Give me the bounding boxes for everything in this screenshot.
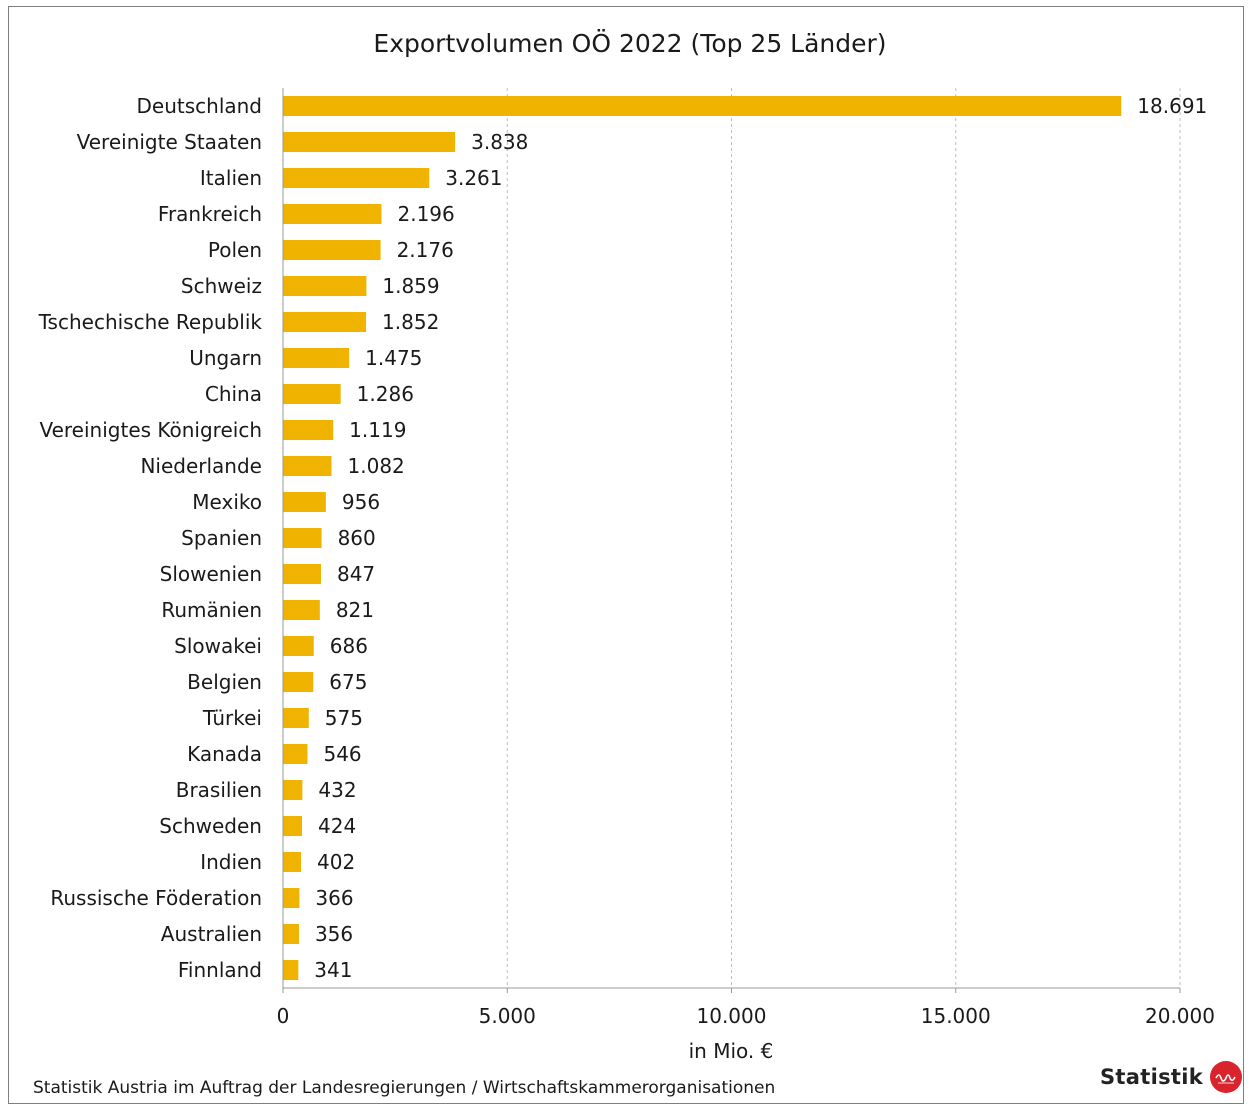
category-label: Mexiko: [192, 490, 262, 514]
bar: [283, 132, 456, 152]
category-label: Slowakei: [174, 634, 262, 658]
value-label: 821: [336, 598, 374, 622]
bar: [283, 672, 314, 692]
chart-title: Exportvolumen OÖ 2022 (Top 25 Länder): [373, 29, 886, 58]
logo-text: Statistik: [1100, 1065, 1203, 1089]
bar: [283, 600, 320, 620]
bar: [283, 780, 303, 800]
value-label: 1.082: [348, 454, 405, 478]
bar: [283, 168, 430, 188]
x-tick-label: 5.000: [479, 1004, 536, 1028]
value-label: 341: [314, 958, 352, 982]
category-label: Rumänien: [161, 598, 262, 622]
bar: [283, 204, 382, 224]
bar: [283, 528, 322, 548]
bars: [283, 96, 1122, 980]
value-label: 424: [318, 814, 356, 838]
statistik-logo: Statistik: [1100, 1060, 1243, 1094]
category-label: Belgien: [187, 670, 262, 694]
bar: [283, 744, 308, 764]
bar: [283, 96, 1122, 116]
category-label: Schweden: [159, 814, 262, 838]
bar: [283, 888, 300, 908]
value-label: 686: [330, 634, 368, 658]
category-label: Finnland: [178, 958, 262, 982]
category-label: Australien: [161, 922, 262, 946]
x-tick-label: 15.000: [921, 1004, 991, 1028]
x-tick-label: 20.000: [1145, 1004, 1215, 1028]
bar: [283, 456, 332, 476]
value-label: 546: [323, 742, 361, 766]
category-label: Deutschland: [137, 94, 263, 118]
value-label: 956: [342, 490, 380, 514]
bar: [283, 708, 309, 728]
category-label: Vereinigte Staaten: [77, 130, 262, 154]
category-labels: Deutschland Vereinigte Staaten Italien Fran…: [38, 94, 263, 982]
bar: [283, 960, 299, 980]
category-label: Schweiz: [181, 274, 262, 298]
value-labels: 18.691 3.838 3.261 2.196 2.176 1.859 1.852 1.47…: [314, 94, 1207, 982]
value-label: 2.196: [397, 202, 454, 226]
bar: [283, 240, 381, 260]
value-label: 402: [317, 850, 355, 874]
value-label: 18.691: [1137, 94, 1207, 118]
bar: [283, 816, 303, 836]
category-label: Kanada: [187, 742, 262, 766]
x-tick-label: 10.000: [697, 1004, 767, 1028]
category-label: Vereinigtes Königreich: [39, 418, 262, 442]
bar: [283, 636, 314, 656]
bar: [283, 924, 299, 944]
category-label: Polen: [208, 238, 262, 262]
value-label: 1.475: [365, 346, 422, 370]
category-label: Brasilien: [176, 778, 262, 802]
bar: [283, 384, 341, 404]
category-label: Russische Föderation: [50, 886, 262, 910]
value-label: 432: [318, 778, 356, 802]
value-label: 3.838: [471, 130, 528, 154]
value-label: 1.859: [382, 274, 439, 298]
category-label: Slowenien: [160, 562, 262, 586]
category-label: Frankreich: [158, 202, 262, 226]
x-axis-ticks: 0 5.000 10.000 15.000 20.000: [277, 988, 1215, 1028]
source-note: Statistik Austria im Auftrag der Landesr…: [33, 1078, 776, 1098]
value-label: 860: [338, 526, 376, 550]
value-label: 3.261: [445, 166, 502, 190]
category-label: Tschechische Republik: [38, 310, 263, 334]
value-label: 1.119: [349, 418, 406, 442]
category-label: Spanien: [181, 526, 262, 550]
oberoesterreich-badge-icon: [1209, 1061, 1242, 1093]
value-label: 575: [325, 706, 363, 730]
category-label: China: [205, 382, 262, 406]
category-label: Ungarn: [189, 346, 262, 370]
value-label: 1.852: [382, 310, 439, 334]
category-label: Italien: [200, 166, 262, 190]
bar: [283, 420, 334, 440]
bar: [283, 276, 367, 296]
bar: [283, 312, 367, 332]
category-label: Indien: [200, 850, 262, 874]
value-label: 1.286: [357, 382, 414, 406]
bar: [283, 852, 302, 872]
bar: [283, 348, 350, 368]
x-tick-label: 0: [277, 1004, 290, 1028]
x-axis-label: in Mio. €: [689, 1039, 774, 1063]
value-label: 2.176: [397, 238, 454, 262]
category-label: Türkei: [202, 706, 262, 730]
value-label: 356: [315, 922, 353, 946]
value-label: 847: [337, 562, 375, 586]
category-label: Niederlande: [140, 454, 262, 478]
gridlines: [506, 88, 1181, 988]
chart-frame: [8, 6, 1244, 1104]
value-label: 366: [315, 886, 353, 910]
value-label: 675: [329, 670, 367, 694]
bar: [283, 492, 326, 512]
bar: [283, 564, 321, 584]
